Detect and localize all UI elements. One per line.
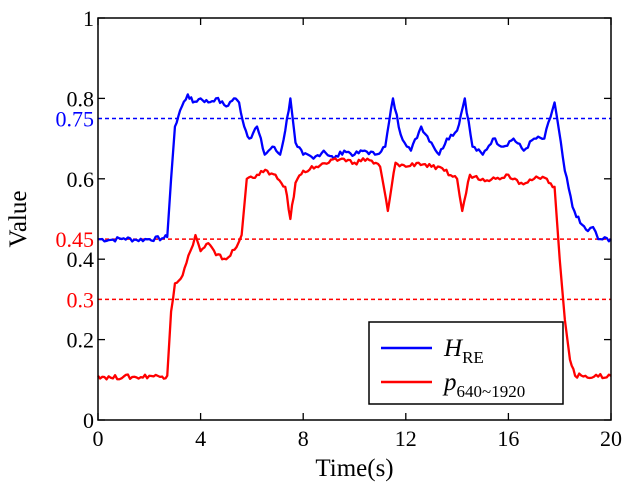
x-tick-label: 16 — [497, 426, 519, 451]
plot-frame — [97, 17, 612, 421]
reference-label-0.3: 0.3 — [67, 287, 95, 312]
y-tick-label: 0.6 — [67, 167, 95, 192]
legend-label-main: H — [443, 335, 464, 362]
x-tick-label: 0 — [93, 426, 104, 451]
y-tick-label: 0.2 — [67, 328, 95, 353]
legend-box — [368, 321, 564, 405]
series-line-0 — [97, 93, 612, 243]
legend-label-subscript: 640~1920 — [457, 382, 526, 401]
y-tick-label: 0 — [83, 408, 94, 433]
x-tick-label: 4 — [195, 426, 206, 451]
reference-label-0.45: 0.45 — [56, 227, 95, 252]
legend-label-0: HRE — [443, 335, 484, 367]
series-line-1 — [97, 157, 612, 381]
legend-label-subscript: RE — [462, 348, 484, 367]
legend-label-1: p640~1920 — [442, 369, 525, 401]
x-tick-label: 8 — [298, 426, 309, 451]
reference-label-0.75: 0.75 — [56, 107, 95, 132]
x-tick-label: 12 — [395, 426, 417, 451]
reference-lines — [98, 117, 611, 301]
x-axis: 0 4 8 12 16 20 — [93, 18, 622, 451]
x-axis-title: Time(s) — [315, 455, 393, 482]
legend-label-main: p — [442, 369, 457, 396]
y-axis: 0 0.2 0.4 0.6 0.8 1 — [67, 6, 611, 433]
y-tick-label: 1 — [83, 6, 94, 31]
y-tick-label: 0.4 — [67, 247, 95, 272]
series-lines — [97, 93, 612, 381]
x-tick-label: 20 — [600, 426, 622, 451]
y-axis-title: Value — [5, 191, 32, 248]
reference-labels: 0.75 0.45 0.3 — [56, 107, 95, 313]
y-tick-label: 0.8 — [67, 86, 95, 111]
